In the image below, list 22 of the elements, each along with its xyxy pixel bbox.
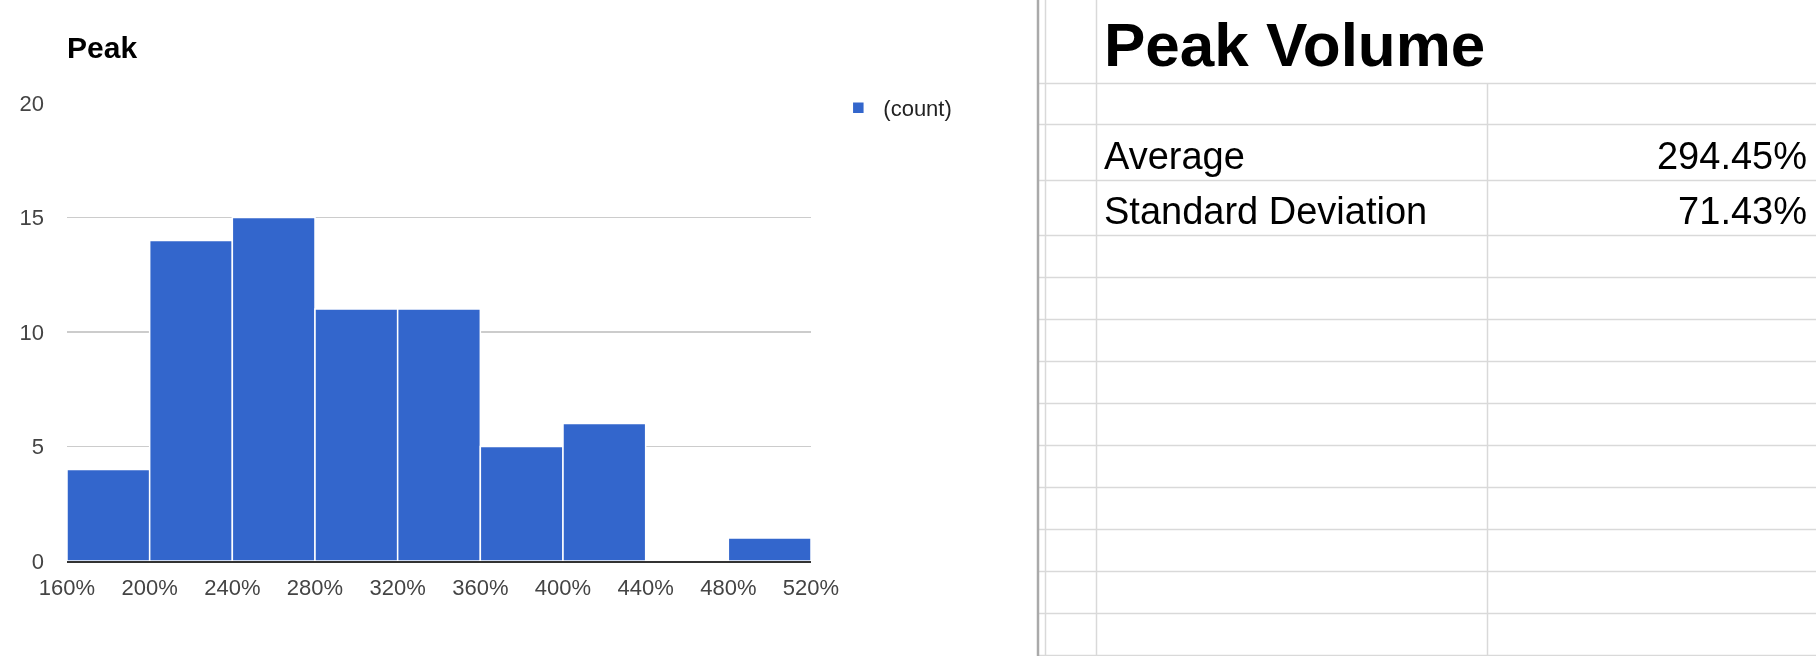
x-tick-label: 440% xyxy=(617,575,674,601)
x-tick-label: 160% xyxy=(38,575,96,601)
x-tick-label: 280% xyxy=(286,575,344,601)
text: Peak Volume xyxy=(1104,9,1486,81)
text: Average xyxy=(1104,134,1245,179)
chart-title: Peak xyxy=(67,30,138,64)
x-tick-label: 400% xyxy=(534,575,592,601)
x-tick-label: 520% xyxy=(782,575,840,601)
x-tick-label: 360% xyxy=(452,575,509,601)
y-tick-label: 20 xyxy=(19,90,44,116)
legend-label: (count) xyxy=(883,96,952,122)
x-tick-label: 320% xyxy=(369,575,426,601)
text: 71.43% xyxy=(1678,189,1807,234)
y-tick-label: 0 xyxy=(31,548,44,574)
x-tick-label: 200% xyxy=(121,575,178,601)
text: 294.45% xyxy=(1656,134,1807,179)
y-tick-label: 10 xyxy=(19,319,44,345)
y-tick-label: 5 xyxy=(31,434,44,460)
y-tick-label: 15 xyxy=(19,205,44,231)
text: Standard Deviation xyxy=(1104,189,1428,234)
x-tick-label: 480% xyxy=(700,575,757,601)
x-tick-label: 240% xyxy=(204,575,261,601)
